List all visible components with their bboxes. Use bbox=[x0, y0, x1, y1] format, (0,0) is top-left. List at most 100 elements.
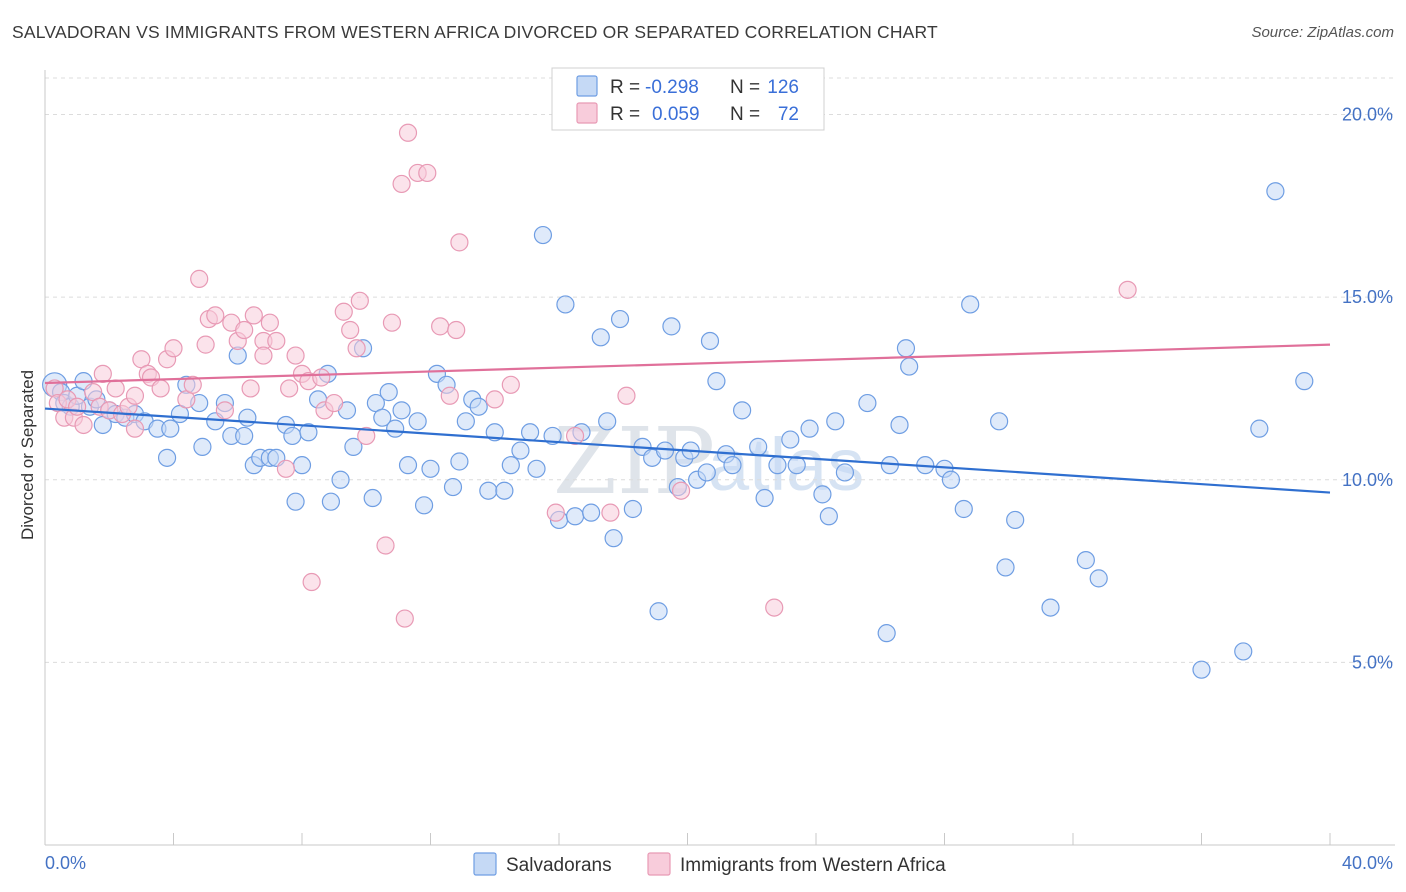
western-africa-point bbox=[334, 302, 353, 321]
y-tick-label: 10.0% bbox=[1342, 470, 1393, 490]
salvadoran-point bbox=[826, 412, 845, 431]
salvadoran-point bbox=[1192, 660, 1211, 679]
salvadoran-point bbox=[787, 456, 806, 475]
y-tick-label: 5.0% bbox=[1352, 652, 1393, 672]
salvadoran-point bbox=[1234, 642, 1253, 661]
y-axis-title: Divorced or Separated bbox=[18, 370, 37, 540]
salvadoran-point bbox=[456, 412, 475, 431]
salvadoran-point bbox=[286, 492, 305, 511]
salvadoran-point bbox=[157, 448, 177, 467]
western-africa-point bbox=[601, 503, 620, 522]
salvadoran-point bbox=[193, 437, 212, 456]
western-africa-point bbox=[241, 379, 260, 398]
western-africa-point bbox=[312, 368, 331, 387]
western-africa-point bbox=[93, 364, 112, 383]
salvadoran-point bbox=[398, 456, 418, 475]
salvadoran-point bbox=[598, 412, 617, 431]
salvadoran-point bbox=[479, 481, 498, 500]
western-africa-point bbox=[190, 269, 209, 288]
legend-n-value-1: 72 bbox=[778, 104, 799, 125]
y-tick-label: 20.0% bbox=[1342, 105, 1393, 125]
salvadoran-point bbox=[1076, 551, 1095, 570]
western-africa-point bbox=[485, 390, 504, 409]
salvadoran-point bbox=[292, 456, 312, 475]
salvadoran-point bbox=[501, 456, 520, 475]
x-tick-label-min: 0.0% bbox=[45, 853, 86, 873]
salvadoran-trend-line bbox=[44, 407, 1331, 494]
salvadoran-point bbox=[813, 485, 832, 504]
western-africa-point bbox=[125, 419, 145, 438]
salvadoran-point bbox=[961, 295, 980, 314]
salvadoran-point bbox=[768, 456, 787, 475]
chart-source: Source: ZipAtlas.com bbox=[1251, 24, 1394, 41]
salvadoran-point bbox=[543, 426, 562, 446]
bottom-legend-label-salvadorans: Salvadorans bbox=[506, 855, 612, 876]
western-africa-point bbox=[341, 320, 360, 340]
western-africa-point bbox=[267, 331, 286, 351]
salvadoran-point bbox=[373, 408, 392, 427]
western-africa-point bbox=[501, 375, 520, 394]
western-africa-point bbox=[617, 386, 636, 405]
western-africa-point bbox=[376, 536, 395, 555]
salvadoran-point bbox=[781, 430, 800, 449]
salvadoran-point bbox=[954, 499, 973, 519]
western-africa-point bbox=[450, 233, 469, 252]
western-africa-point bbox=[565, 426, 585, 446]
salvadoran-point bbox=[707, 372, 726, 391]
western-africa-point bbox=[151, 379, 170, 398]
western-africa-point bbox=[431, 317, 450, 336]
bottom-legend-swatch-western-africa bbox=[647, 852, 671, 876]
western-africa-point bbox=[765, 598, 784, 617]
western-africa-point bbox=[106, 379, 125, 398]
western-africa-point bbox=[183, 375, 202, 394]
legend-swatch-salvadorans bbox=[576, 75, 598, 97]
western-africa-point bbox=[392, 174, 411, 194]
western-africa-point bbox=[395, 609, 414, 628]
trend-lines bbox=[44, 343, 1331, 494]
western-africa-point bbox=[74, 415, 93, 435]
salvadoran-point bbox=[533, 225, 553, 245]
salvadoran-point bbox=[700, 331, 720, 351]
western-africa-point bbox=[325, 393, 344, 413]
salvadoran-point bbox=[392, 401, 411, 420]
salvadoran-point bbox=[890, 415, 909, 435]
salvadoran-point bbox=[421, 459, 440, 478]
salvadoran-point bbox=[1250, 419, 1269, 438]
salvadoran-point bbox=[733, 401, 752, 420]
western-africa-point bbox=[671, 481, 691, 500]
salvadoran-point bbox=[556, 295, 575, 314]
salvadoran-point bbox=[1006, 510, 1025, 530]
salvadoran-point bbox=[591, 328, 610, 347]
salvadoran-point bbox=[697, 463, 716, 482]
western-africa-point bbox=[276, 459, 296, 478]
axes bbox=[44, 70, 1395, 846]
salvadoran-point bbox=[450, 452, 469, 471]
salvadoran-point bbox=[835, 463, 855, 482]
salvadoran-point bbox=[565, 507, 585, 526]
salvadoran-point bbox=[485, 423, 504, 442]
gridlines bbox=[45, 77, 1395, 663]
western-africa-point bbox=[357, 426, 376, 446]
western-africa-point bbox=[125, 386, 145, 405]
salvadoran-point bbox=[800, 419, 819, 438]
legend-r-value-0: -0.298 bbox=[645, 77, 699, 98]
western-africa-point bbox=[347, 339, 366, 358]
salvadoran-point bbox=[610, 309, 630, 329]
bottom-legend-swatch-salvadorans bbox=[473, 852, 497, 876]
legend-n-value-0: 126 bbox=[767, 77, 799, 98]
western-africa-point bbox=[215, 401, 234, 420]
salvadoran-point bbox=[511, 441, 530, 460]
western-africa-point bbox=[1118, 280, 1137, 299]
western-africa-trend-line bbox=[44, 343, 1331, 385]
salvadoran-point bbox=[941, 470, 961, 489]
salvadoran-point bbox=[331, 470, 350, 489]
data-points bbox=[42, 123, 1314, 679]
western-africa-point bbox=[260, 313, 279, 332]
salvadoran-point bbox=[819, 507, 838, 526]
x-tick-label-max: 40.0% bbox=[1342, 853, 1393, 873]
salvadoran-point bbox=[235, 426, 254, 446]
salvadoran-point bbox=[990, 412, 1009, 431]
legend-n-label-0: N = bbox=[730, 77, 760, 98]
legend-n-label-1: N = bbox=[730, 104, 760, 125]
